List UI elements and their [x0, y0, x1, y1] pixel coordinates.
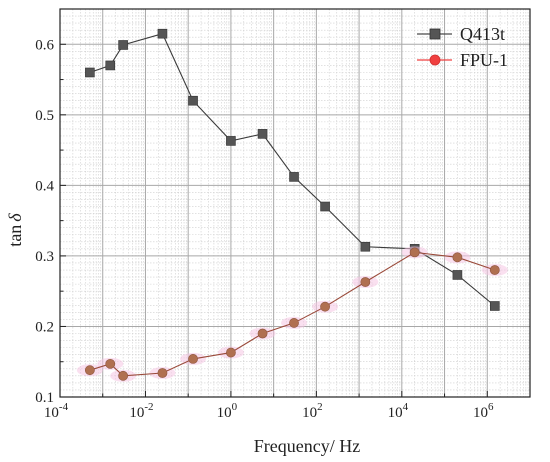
data-point — [320, 201, 330, 212]
y-tick-label: 0.3 — [35, 249, 54, 265]
data-point — [360, 241, 371, 252]
data-point — [257, 328, 268, 339]
y-tick-label: 0.1 — [35, 390, 54, 406]
data-point — [360, 277, 371, 287]
x-tick-label: 10-2 — [129, 401, 153, 421]
y-tick-labels: 0.1 0.2 0.3 0.4 0.5 0.6 — [35, 37, 54, 406]
x-tick-label: 100 — [217, 401, 238, 421]
data-point — [320, 301, 330, 312]
data-point — [226, 347, 236, 358]
x-tick-label: 102 — [302, 401, 323, 421]
x-tick-label: 10-4 — [44, 401, 69, 421]
data-point — [157, 28, 168, 39]
data-point — [289, 172, 299, 182]
y-tick-label: 0.6 — [35, 37, 54, 53]
legend: Q413t FPU-1 — [417, 24, 508, 70]
series-line — [89, 251, 495, 377]
data-point — [409, 247, 420, 258]
data-point — [226, 136, 236, 146]
y-tick-label: 0.2 — [35, 319, 54, 335]
x-axis-title: Frequency/ Hz — [254, 436, 360, 456]
data-point — [188, 354, 198, 364]
y-tick-label: 0.5 — [35, 108, 54, 124]
data-point — [85, 67, 95, 78]
x-tick-labels: 10-4 10-2 100 102 104 106 — [44, 401, 494, 421]
data-point — [452, 270, 463, 280]
legend-label-q413t: Q413t — [460, 24, 505, 44]
x-tick-label: 106 — [473, 401, 494, 421]
legend-marker-q413t — [429, 28, 441, 40]
data-point — [105, 60, 116, 71]
legend-label-fpu1: FPU-1 — [460, 50, 508, 70]
y-axis-title: tanδ — [5, 213, 25, 247]
data-point — [84, 365, 95, 376]
data-point — [289, 318, 299, 328]
data-point — [489, 265, 500, 275]
data-point — [489, 301, 500, 311]
legend-marker-fpu1 — [429, 54, 441, 66]
series-fpu-1 — [76, 246, 508, 382]
x-tick-label: 104 — [388, 401, 409, 421]
series-q413t — [85, 28, 500, 311]
plot-frame — [59, 8, 531, 398]
y-tick-label: 0.4 — [35, 178, 54, 194]
series-layer — [76, 28, 508, 382]
grid — [60, 9, 530, 397]
data-point — [105, 358, 116, 369]
series-line — [89, 33, 496, 307]
data-point — [118, 40, 128, 50]
data-point — [452, 252, 463, 263]
data-point — [118, 370, 129, 381]
data-point — [257, 129, 268, 139]
data-point — [157, 368, 168, 378]
data-point — [188, 95, 198, 106]
